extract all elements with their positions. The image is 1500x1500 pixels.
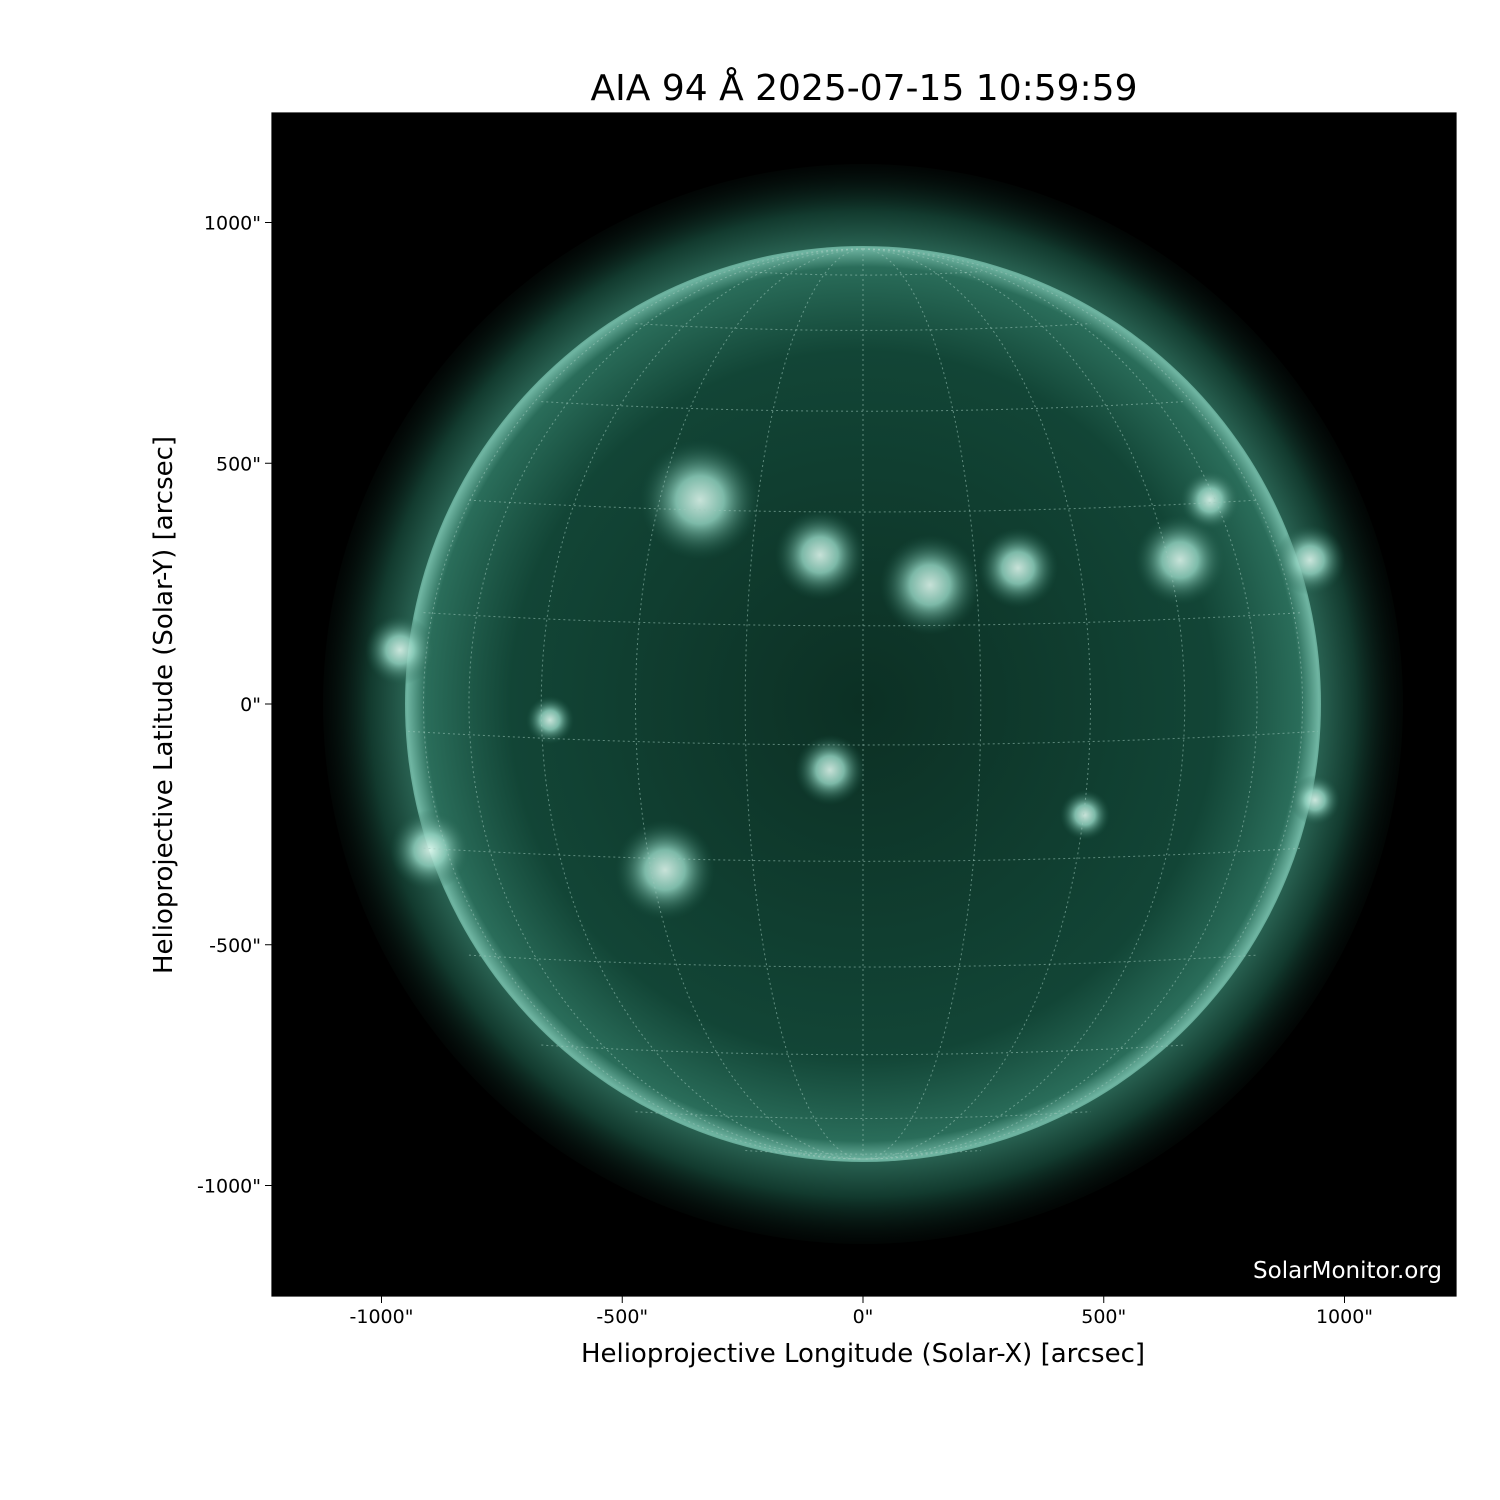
y-tick-label: 0" bbox=[240, 694, 261, 716]
x-tick-label: 500" bbox=[1081, 1306, 1126, 1328]
parallel-line bbox=[468, 954, 1258, 968]
parallel-line bbox=[541, 1044, 1185, 1056]
y-tick-label: 1000" bbox=[204, 213, 261, 235]
bright-region bbox=[1060, 790, 1110, 840]
y-tick-label: -500" bbox=[209, 935, 261, 957]
bright-region bbox=[978, 528, 1058, 608]
meridian-line bbox=[635, 248, 864, 1160]
bright-region bbox=[526, 696, 574, 744]
parallel-line bbox=[541, 401, 1185, 412]
y-tick-label: -1000" bbox=[197, 1176, 261, 1198]
meridian-line bbox=[862, 248, 1186, 1160]
bright-region bbox=[390, 810, 470, 890]
meridian-line bbox=[423, 248, 864, 1160]
x-tick-label: -500" bbox=[596, 1306, 648, 1328]
plot-title: AIA 94 Å 2025-07-15 10:59:59 bbox=[590, 68, 1138, 109]
bright-region bbox=[775, 510, 865, 600]
parallel-line bbox=[745, 1150, 981, 1155]
bright-region bbox=[795, 735, 865, 805]
bright-region bbox=[1180, 470, 1240, 530]
bright-region bbox=[640, 440, 760, 560]
parallel-line bbox=[745, 271, 981, 276]
bright-region bbox=[880, 535, 980, 635]
x-tick-label: 0" bbox=[853, 1306, 874, 1328]
bright-region bbox=[1275, 525, 1345, 595]
meridian-line bbox=[540, 248, 864, 1160]
bright-region bbox=[365, 615, 435, 685]
meridian-line bbox=[744, 248, 864, 1160]
parallel-line bbox=[468, 499, 1258, 513]
meridian-line bbox=[862, 248, 1091, 1160]
meridian-line bbox=[862, 248, 1258, 1160]
y-tick-label: 500" bbox=[216, 453, 261, 475]
bright-region bbox=[1290, 775, 1340, 825]
meridian-line bbox=[862, 248, 1303, 1160]
bright-region bbox=[615, 820, 715, 920]
watermark: SolarMonitor.org bbox=[1253, 1258, 1442, 1284]
x-axis-label: Helioprojective Longitude (Solar-X) [arc… bbox=[581, 1339, 1145, 1369]
y-axis-label: Helioprojective Latitude (Solar-Y) [arcs… bbox=[149, 436, 179, 974]
x-tick-label: -1000" bbox=[350, 1306, 414, 1328]
meridian-line bbox=[862, 248, 982, 1160]
x-tick-label: 1000" bbox=[1316, 1306, 1373, 1328]
meridian-line bbox=[468, 248, 864, 1160]
bright-region bbox=[1135, 515, 1225, 605]
parallel-line bbox=[407, 730, 1319, 746]
coordinate-grid bbox=[407, 248, 1319, 1160]
active-regions bbox=[365, 440, 1345, 920]
